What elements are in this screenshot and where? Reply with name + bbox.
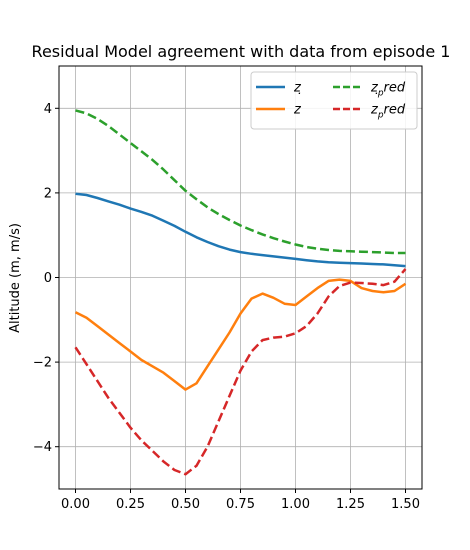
chart-title: Residual Model agreement with data from … [32,42,451,61]
y-tick-label: 2 [44,186,52,201]
legend-label-1: z [293,103,302,118]
series-line-1 [74,278,407,391]
x-tick-label: 0.00 [61,497,90,512]
series-layer [74,109,407,476]
legend-box [250,71,418,130]
legend-dot-accent: ˙ [295,92,302,107]
x-tick-label: 1.25 [336,497,365,512]
x-tick-label: 0.25 [116,497,145,512]
y-tick-label: −4 [33,440,52,455]
series-line-0 [75,192,406,268]
legend-label-2: zpred [370,81,406,99]
y-axis-label: Altitude (m, m/s) [8,223,23,333]
legend-label-0: z [293,81,302,96]
y-tick-label: 0 [44,271,52,286]
series-line-3 [74,268,407,476]
legend-label-3: zpred [370,103,406,121]
y-tick-label: −2 [33,356,52,371]
y-tick-label: 4 [44,102,52,117]
x-tick-label: 1.50 [391,497,420,512]
tick-layer: 0.00 0.25 0.50 0.75 1.00 1.25 1.50 −4 −2 0 2 4 [33,102,420,512]
legend-dot-accent: ˙ [372,92,379,107]
x-tick-label: 1.00 [281,497,310,512]
x-tick-label: 0.75 [226,497,255,512]
x-tick-label: 0.50 [171,497,200,512]
grid-layer [59,66,422,489]
series-line-2 [75,109,406,255]
